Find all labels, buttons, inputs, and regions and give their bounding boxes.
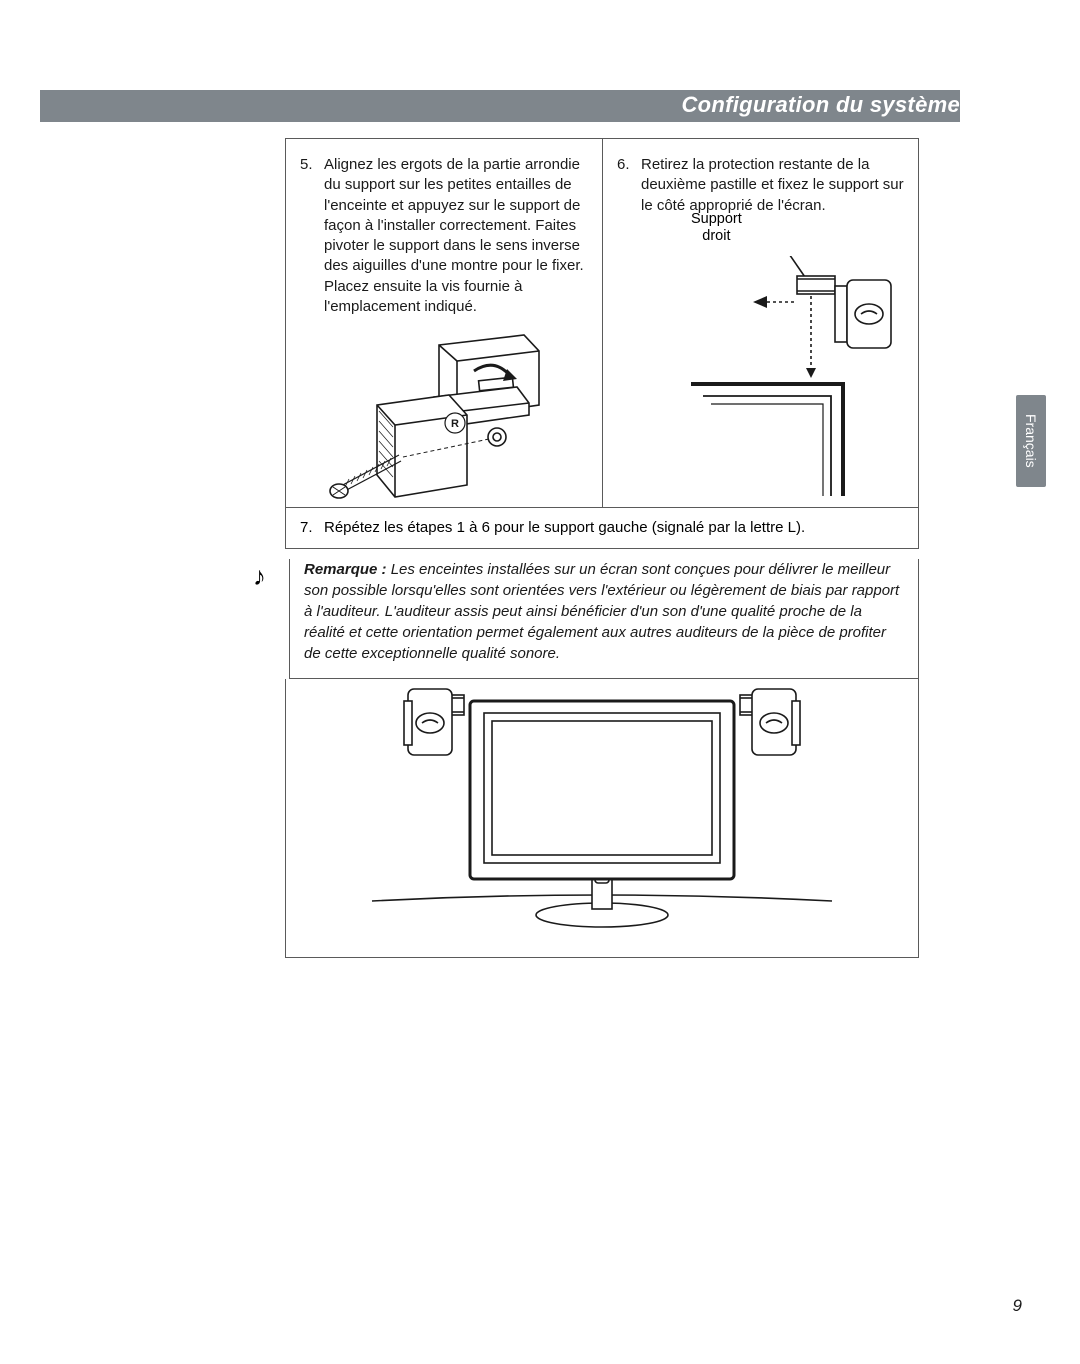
step-7-body: Répétez les étapes 1 à 6 pour le support… xyxy=(324,518,805,538)
content-area: 5. Alignez les ergots de la partie arron… xyxy=(285,138,919,958)
monitor-speakers-svg xyxy=(362,683,842,943)
two-column-steps: 5. Alignez les ergots de la partie arron… xyxy=(285,138,919,508)
header-title: Configuration du système xyxy=(681,92,960,118)
figure-monitor-with-speakers xyxy=(285,679,919,958)
figure-bracket-assembly: R xyxy=(286,327,602,512)
page: Configuration du système Français 5. Ali… xyxy=(0,0,1080,1364)
monitor-corner-svg xyxy=(611,256,911,496)
label-support-droit: Support droit xyxy=(691,211,742,246)
step-7-number: 7. xyxy=(300,518,324,538)
label-support-line2: droit xyxy=(691,228,742,245)
remark-body: Remarque : Les enceintes installées sur … xyxy=(289,559,919,679)
bracket-letter-r: R xyxy=(451,418,459,430)
remark-content: Les enceintes installées sur un écran so… xyxy=(304,561,899,662)
remark-text: Remarque : Les enceintes installées sur … xyxy=(304,559,904,664)
remark-label: Remarque : xyxy=(304,561,387,578)
step-6-body: Retirez la protection restante de la deu… xyxy=(641,155,904,216)
music-note-icon: ♪ xyxy=(253,559,289,679)
remark-row: ♪ Remarque : Les enceintes installées su… xyxy=(285,559,919,679)
step-6-panel: 6. Retirez la protection restante de la … xyxy=(602,138,919,508)
language-tab: Français xyxy=(1016,395,1046,487)
language-tab-label: Français xyxy=(1023,414,1039,468)
step-5-number: 5. xyxy=(300,155,324,317)
step-5-body: Alignez les ergots de la partie arrondie… xyxy=(324,155,588,317)
step-7-row: 7. Répétez les étapes 1 à 6 pour le supp… xyxy=(285,508,919,549)
step-5-text: 5. Alignez les ergots de la partie arron… xyxy=(286,139,602,327)
step-5-panel: 5. Alignez les ergots de la partie arron… xyxy=(285,138,602,508)
bracket-assembly-svg: R xyxy=(329,327,559,512)
page-number: 9 xyxy=(1013,1296,1022,1316)
step-6-number: 6. xyxy=(617,155,641,216)
step-6-text: 6. Retirez la protection restante de la … xyxy=(603,139,918,226)
label-support-line1: Support xyxy=(691,211,742,228)
figure-monitor-corner xyxy=(603,256,918,496)
